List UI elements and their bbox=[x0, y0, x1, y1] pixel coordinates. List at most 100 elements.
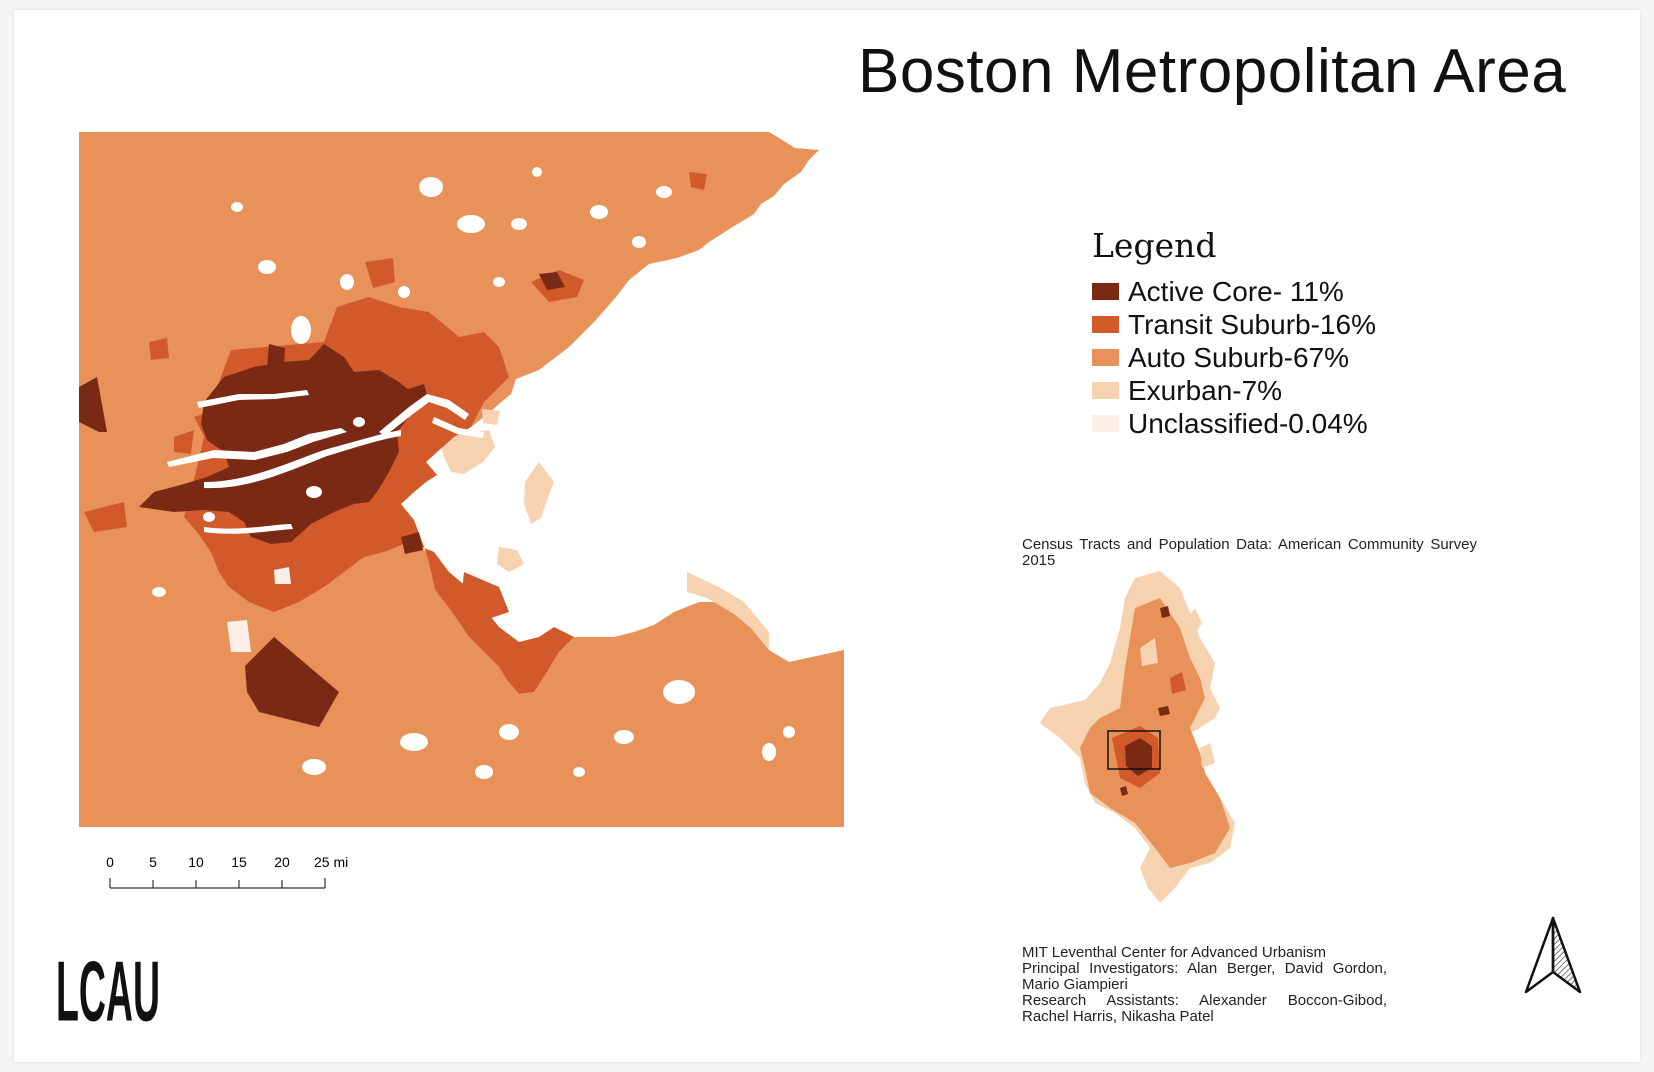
river bbox=[197, 390, 309, 408]
transit-suburb-zone bbox=[461, 572, 509, 622]
river bbox=[204, 524, 293, 534]
legend-item-transit-suburb: Transit Suburb-16% bbox=[1092, 308, 1492, 341]
exurban-zone bbox=[524, 462, 554, 524]
legend-item-unclassified: Unclassified-0.04% bbox=[1092, 407, 1492, 440]
pond bbox=[762, 743, 776, 761]
legend-item-auto-suburb: Auto Suburb-67% bbox=[1092, 341, 1492, 374]
inset-transit-suburb bbox=[1170, 672, 1186, 694]
source-note: Census Tracts and Population Data: Ameri… bbox=[1022, 536, 1477, 569]
inset-extent-box bbox=[1107, 730, 1161, 770]
transit-suburb-zone bbox=[365, 258, 395, 288]
river bbox=[204, 430, 401, 489]
pond bbox=[663, 680, 695, 704]
transit-suburb-zone bbox=[174, 430, 194, 454]
pond bbox=[493, 277, 505, 287]
exurban-zone bbox=[497, 547, 524, 572]
main-map bbox=[79, 132, 844, 827]
pond bbox=[400, 733, 428, 751]
pond bbox=[511, 218, 527, 230]
inset-active-core bbox=[1158, 706, 1170, 716]
legend-item-active-core: Active Core- 11% bbox=[1092, 275, 1492, 308]
north-arrow-right bbox=[1551, 916, 1582, 994]
active-core-zone bbox=[245, 637, 339, 727]
credit-line: Principal Investigators: Alan Berger, Da… bbox=[1022, 960, 1387, 993]
exurban-zone bbox=[482, 409, 500, 425]
scale-tick-label: 20 bbox=[274, 854, 290, 870]
exurban-zone bbox=[687, 572, 769, 650]
legend-swatch bbox=[1092, 415, 1119, 432]
legend-label: Exurban-7% bbox=[1128, 374, 1283, 406]
credits: MIT Leventhal Center for Advanced Urbani… bbox=[1022, 945, 1387, 1025]
legend-swatch bbox=[1092, 349, 1119, 366]
scale-tick-label: 25 mi bbox=[314, 854, 348, 870]
inset-active-core bbox=[1120, 786, 1128, 796]
pond bbox=[590, 205, 608, 219]
inset-exurban-patch bbox=[1140, 638, 1158, 666]
inset-auto-suburb bbox=[1080, 598, 1230, 868]
pond bbox=[340, 274, 354, 290]
scale-bar: 0 5 10 15 20 25 mi bbox=[106, 854, 348, 889]
unclassified-zone bbox=[274, 567, 291, 584]
logo-text: LCAU bbox=[56, 955, 160, 1039]
active-core-zone bbox=[139, 344, 414, 544]
transit-suburb-zone bbox=[689, 172, 707, 190]
lcau-logo: LCAU bbox=[56, 955, 160, 1039]
pond bbox=[720, 533, 728, 541]
pond bbox=[353, 417, 365, 427]
pond bbox=[291, 316, 311, 344]
exurban-zone bbox=[439, 430, 495, 474]
north-arrow-icon bbox=[1524, 916, 1582, 994]
river bbox=[167, 428, 347, 467]
scale-tick-label: 5 bbox=[149, 854, 157, 870]
legend-swatch bbox=[1092, 283, 1119, 300]
legend-item-exurban: Exurban-7% bbox=[1092, 374, 1492, 407]
scale-tick-label: 10 bbox=[188, 854, 204, 870]
river bbox=[379, 394, 469, 436]
pond bbox=[656, 186, 672, 198]
pond bbox=[306, 486, 322, 498]
pond bbox=[783, 726, 795, 738]
legend: Legend Active Core- 11% Transit Suburb-1… bbox=[1092, 226, 1492, 440]
active-core-zone bbox=[401, 532, 423, 554]
inset-map bbox=[1040, 571, 1235, 903]
map-title: Boston Metropolitan Area bbox=[858, 37, 1567, 106]
pond bbox=[457, 215, 485, 233]
active-core-zone bbox=[79, 377, 107, 432]
pond bbox=[398, 286, 410, 298]
pond bbox=[203, 512, 215, 522]
transit-suburb-zone bbox=[84, 502, 127, 532]
inset-exurban-patch bbox=[1180, 608, 1202, 643]
transit-suburb-zone bbox=[149, 338, 169, 360]
credit-line: Research Assistants: Alexander Boccon-Gi… bbox=[1022, 992, 1387, 1025]
pond bbox=[696, 479, 702, 485]
inset-active-core bbox=[1160, 606, 1170, 618]
inset-exurban-patch bbox=[1200, 743, 1215, 768]
pond bbox=[544, 368, 554, 376]
pond bbox=[632, 236, 646, 248]
pond bbox=[499, 724, 519, 740]
pond bbox=[302, 759, 326, 775]
legend-label: Transit Suburb-16% bbox=[1128, 308, 1376, 340]
active-core-zone bbox=[267, 344, 285, 370]
legend-label: Auto Suburb-67% bbox=[1128, 341, 1350, 373]
legend-title: Legend bbox=[1092, 226, 1217, 265]
north-arrow-left bbox=[1524, 916, 1555, 994]
legend-label: Unclassified-0.04% bbox=[1128, 407, 1368, 439]
credit-line: MIT Leventhal Center for Advanced Urbani… bbox=[1022, 944, 1327, 961]
pond bbox=[614, 730, 634, 744]
pond bbox=[532, 167, 542, 177]
legend-swatch bbox=[1092, 316, 1119, 333]
pond bbox=[573, 767, 585, 777]
pond bbox=[152, 587, 166, 597]
pond bbox=[258, 260, 276, 274]
pond bbox=[475, 765, 493, 779]
legend-swatch bbox=[1092, 382, 1119, 399]
unclassified-zone bbox=[227, 620, 251, 652]
river bbox=[432, 417, 484, 438]
scale-tick-label: 15 bbox=[231, 854, 247, 870]
scale-tick-label: 0 bbox=[106, 854, 114, 870]
pond bbox=[231, 202, 243, 212]
pond bbox=[419, 177, 443, 197]
inset-active-core bbox=[1125, 738, 1152, 776]
legend-label: Active Core- 11% bbox=[1128, 275, 1344, 307]
